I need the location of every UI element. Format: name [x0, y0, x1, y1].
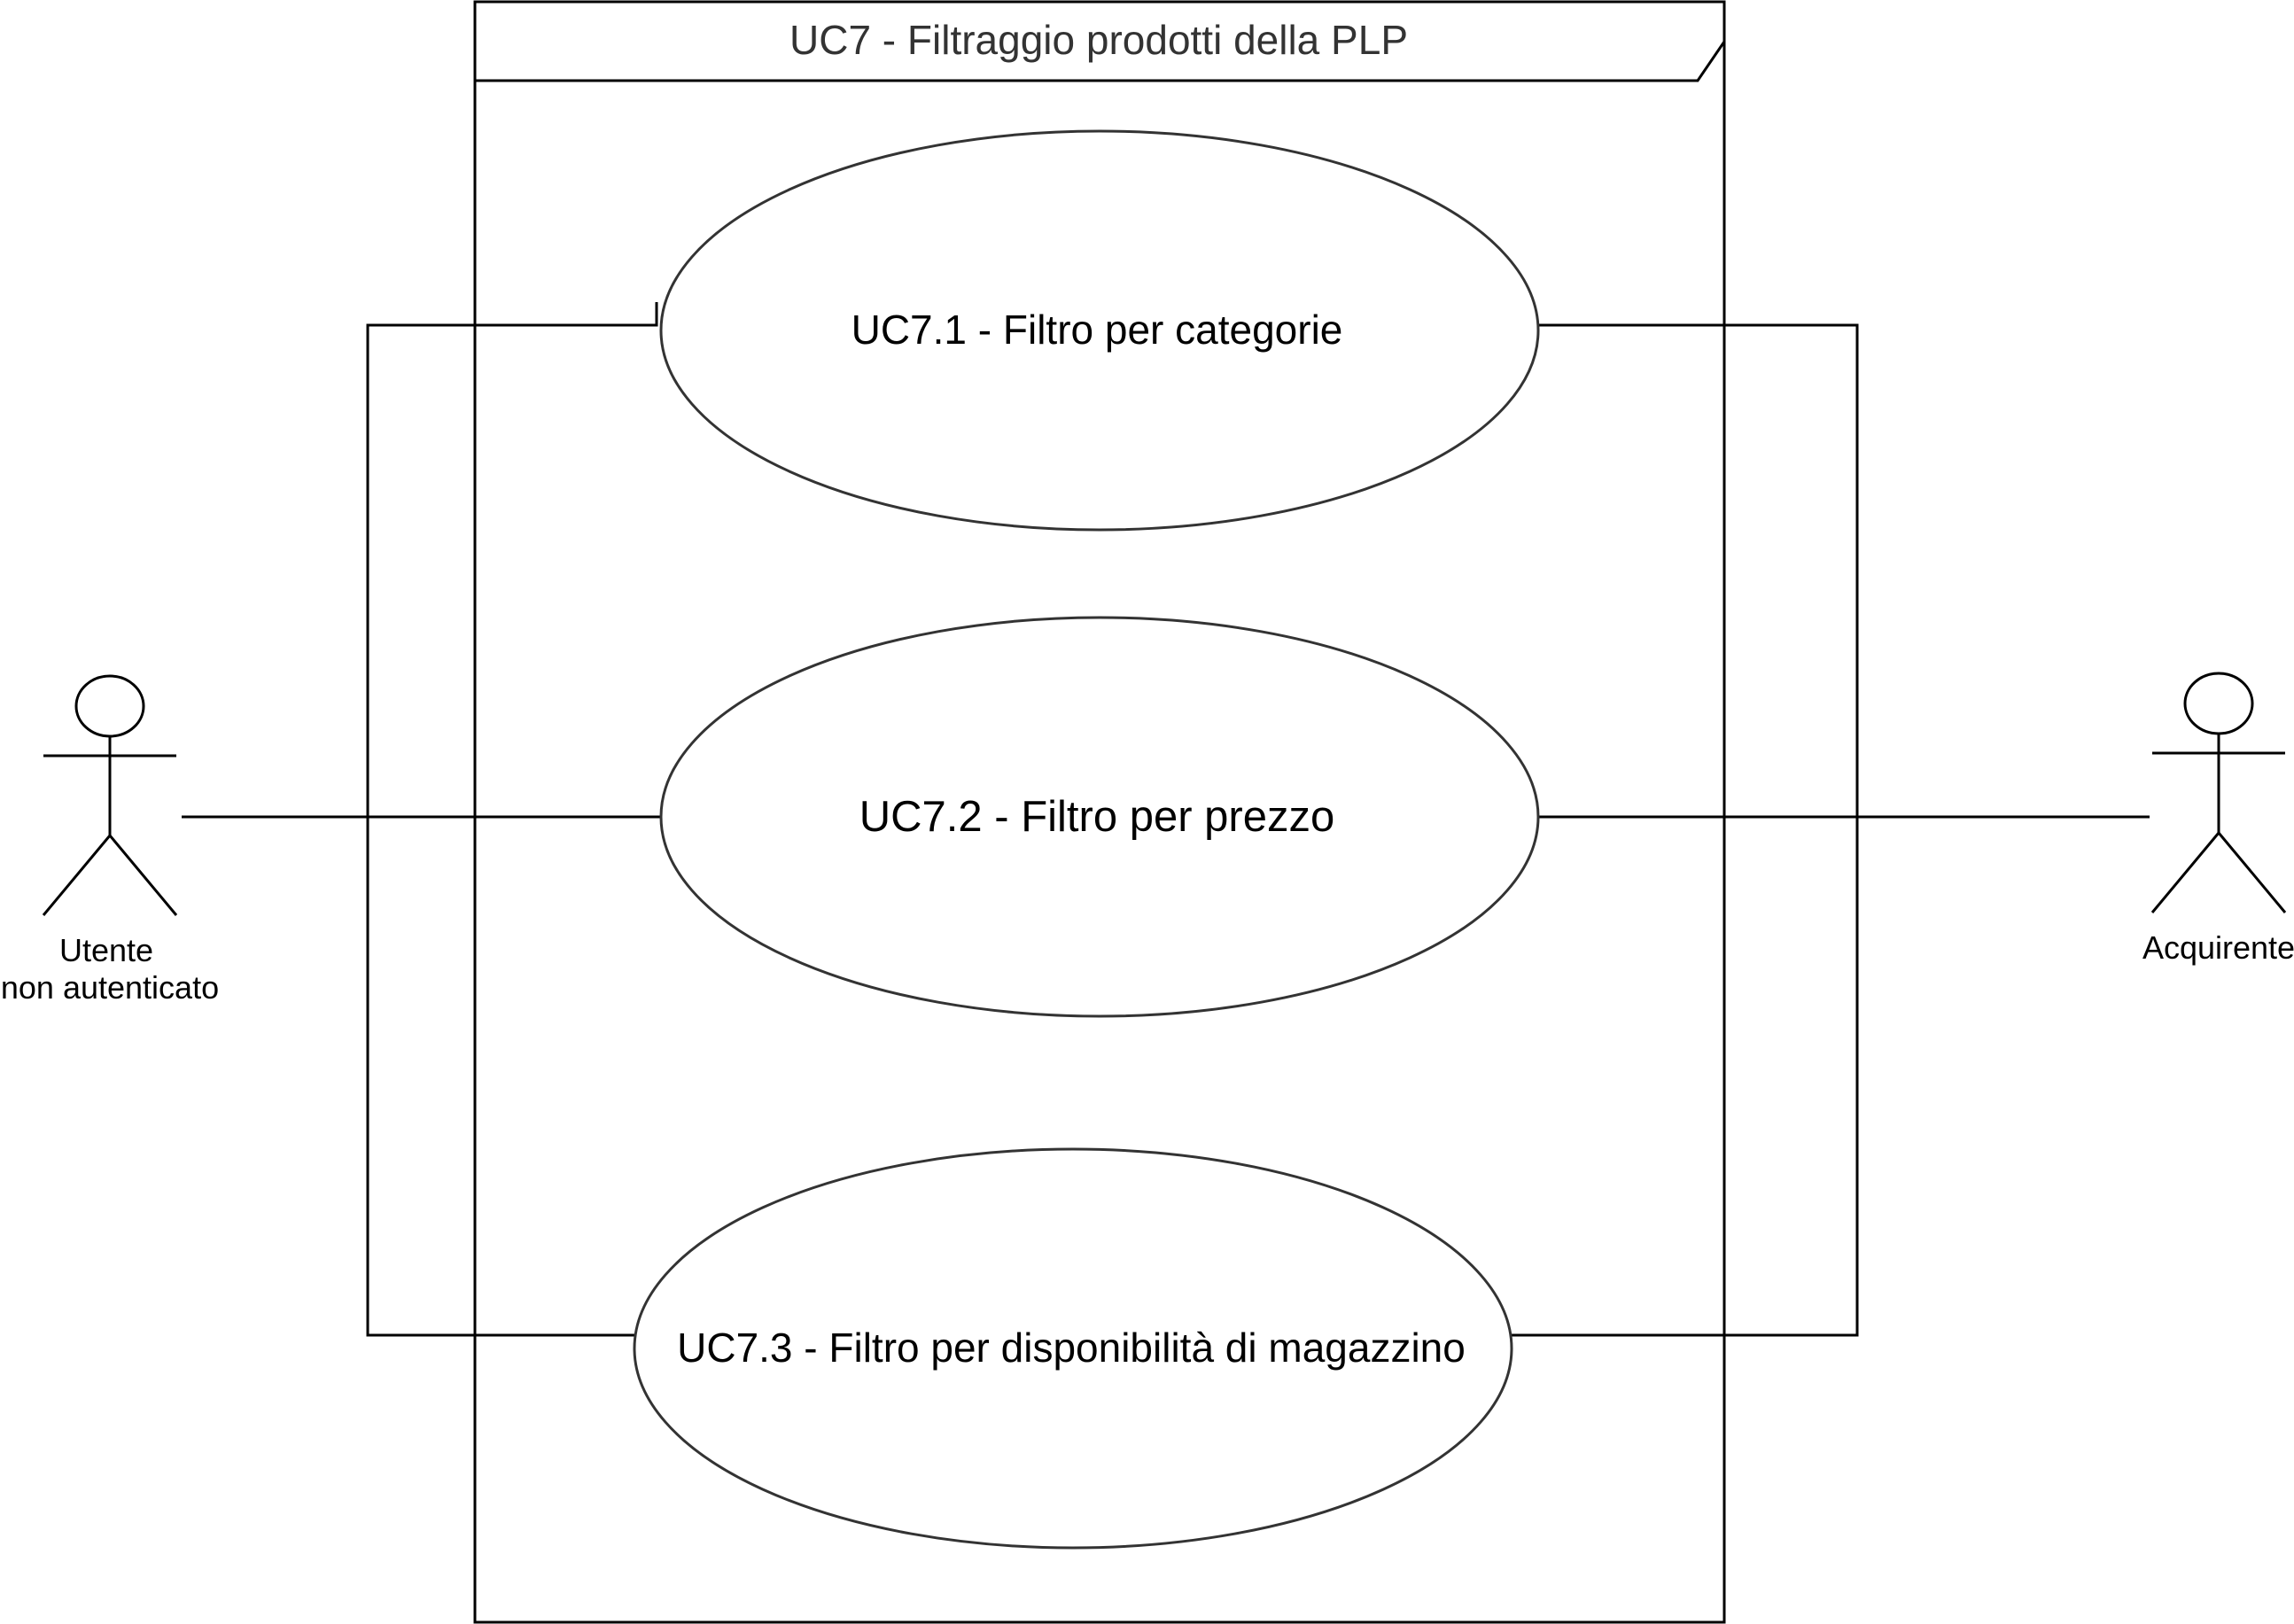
- association-unauth-uc7-1: [366, 302, 658, 817]
- use-case-label: UC7.3 - Filtro per disponibilità di maga…: [677, 1325, 1466, 1371]
- actor-legs: [42, 833, 178, 916]
- association-buyer-uc7-3: [1512, 817, 1859, 1337]
- use-case-uc7-2[interactable]: UC7.2 - Filtro per prezzo: [659, 616, 1540, 1018]
- use-case-uc7-1[interactable]: UC7.1 - Filtro per categorie: [659, 129, 1540, 532]
- use-case-uc7-3[interactable]: UC7.3 - Filtro per disponibilità di maga…: [633, 1147, 1513, 1550]
- association-buyer-uc7-1: [1538, 323, 1859, 817]
- actor-head: [2183, 672, 2254, 735]
- actor-label-line-1: Acquirente: [2142, 929, 2294, 966]
- use-case-ellipse[interactable]: [659, 129, 1540, 532]
- use-case-ellipse[interactable]: [633, 1147, 1513, 1550]
- association-unauth-uc7-3: [366, 817, 634, 1337]
- associations: [182, 302, 2150, 1337]
- actor-unauthenticated-user[interactable]: Utente non autenticato: [1, 674, 219, 1006]
- actor-buyer[interactable]: Acquirente: [2142, 672, 2294, 966]
- actor-legs: [2150, 830, 2287, 913]
- use-case-label: UC7.1 - Filtro per categorie: [852, 307, 1343, 353]
- use-case-ellipse[interactable]: [659, 616, 1540, 1018]
- actor-head: [74, 674, 145, 738]
- use-case-label: UC7.2 - Filtro per prezzo: [859, 793, 1334, 841]
- frame-title-tab: [475, 41, 1726, 82]
- actor-label-line-2: non autenticato: [1, 969, 219, 1006]
- actor-label-line-1: Utente: [59, 932, 153, 968]
- frame-title: UC7 - Filtraggio prodotti della PLP: [789, 17, 1408, 63]
